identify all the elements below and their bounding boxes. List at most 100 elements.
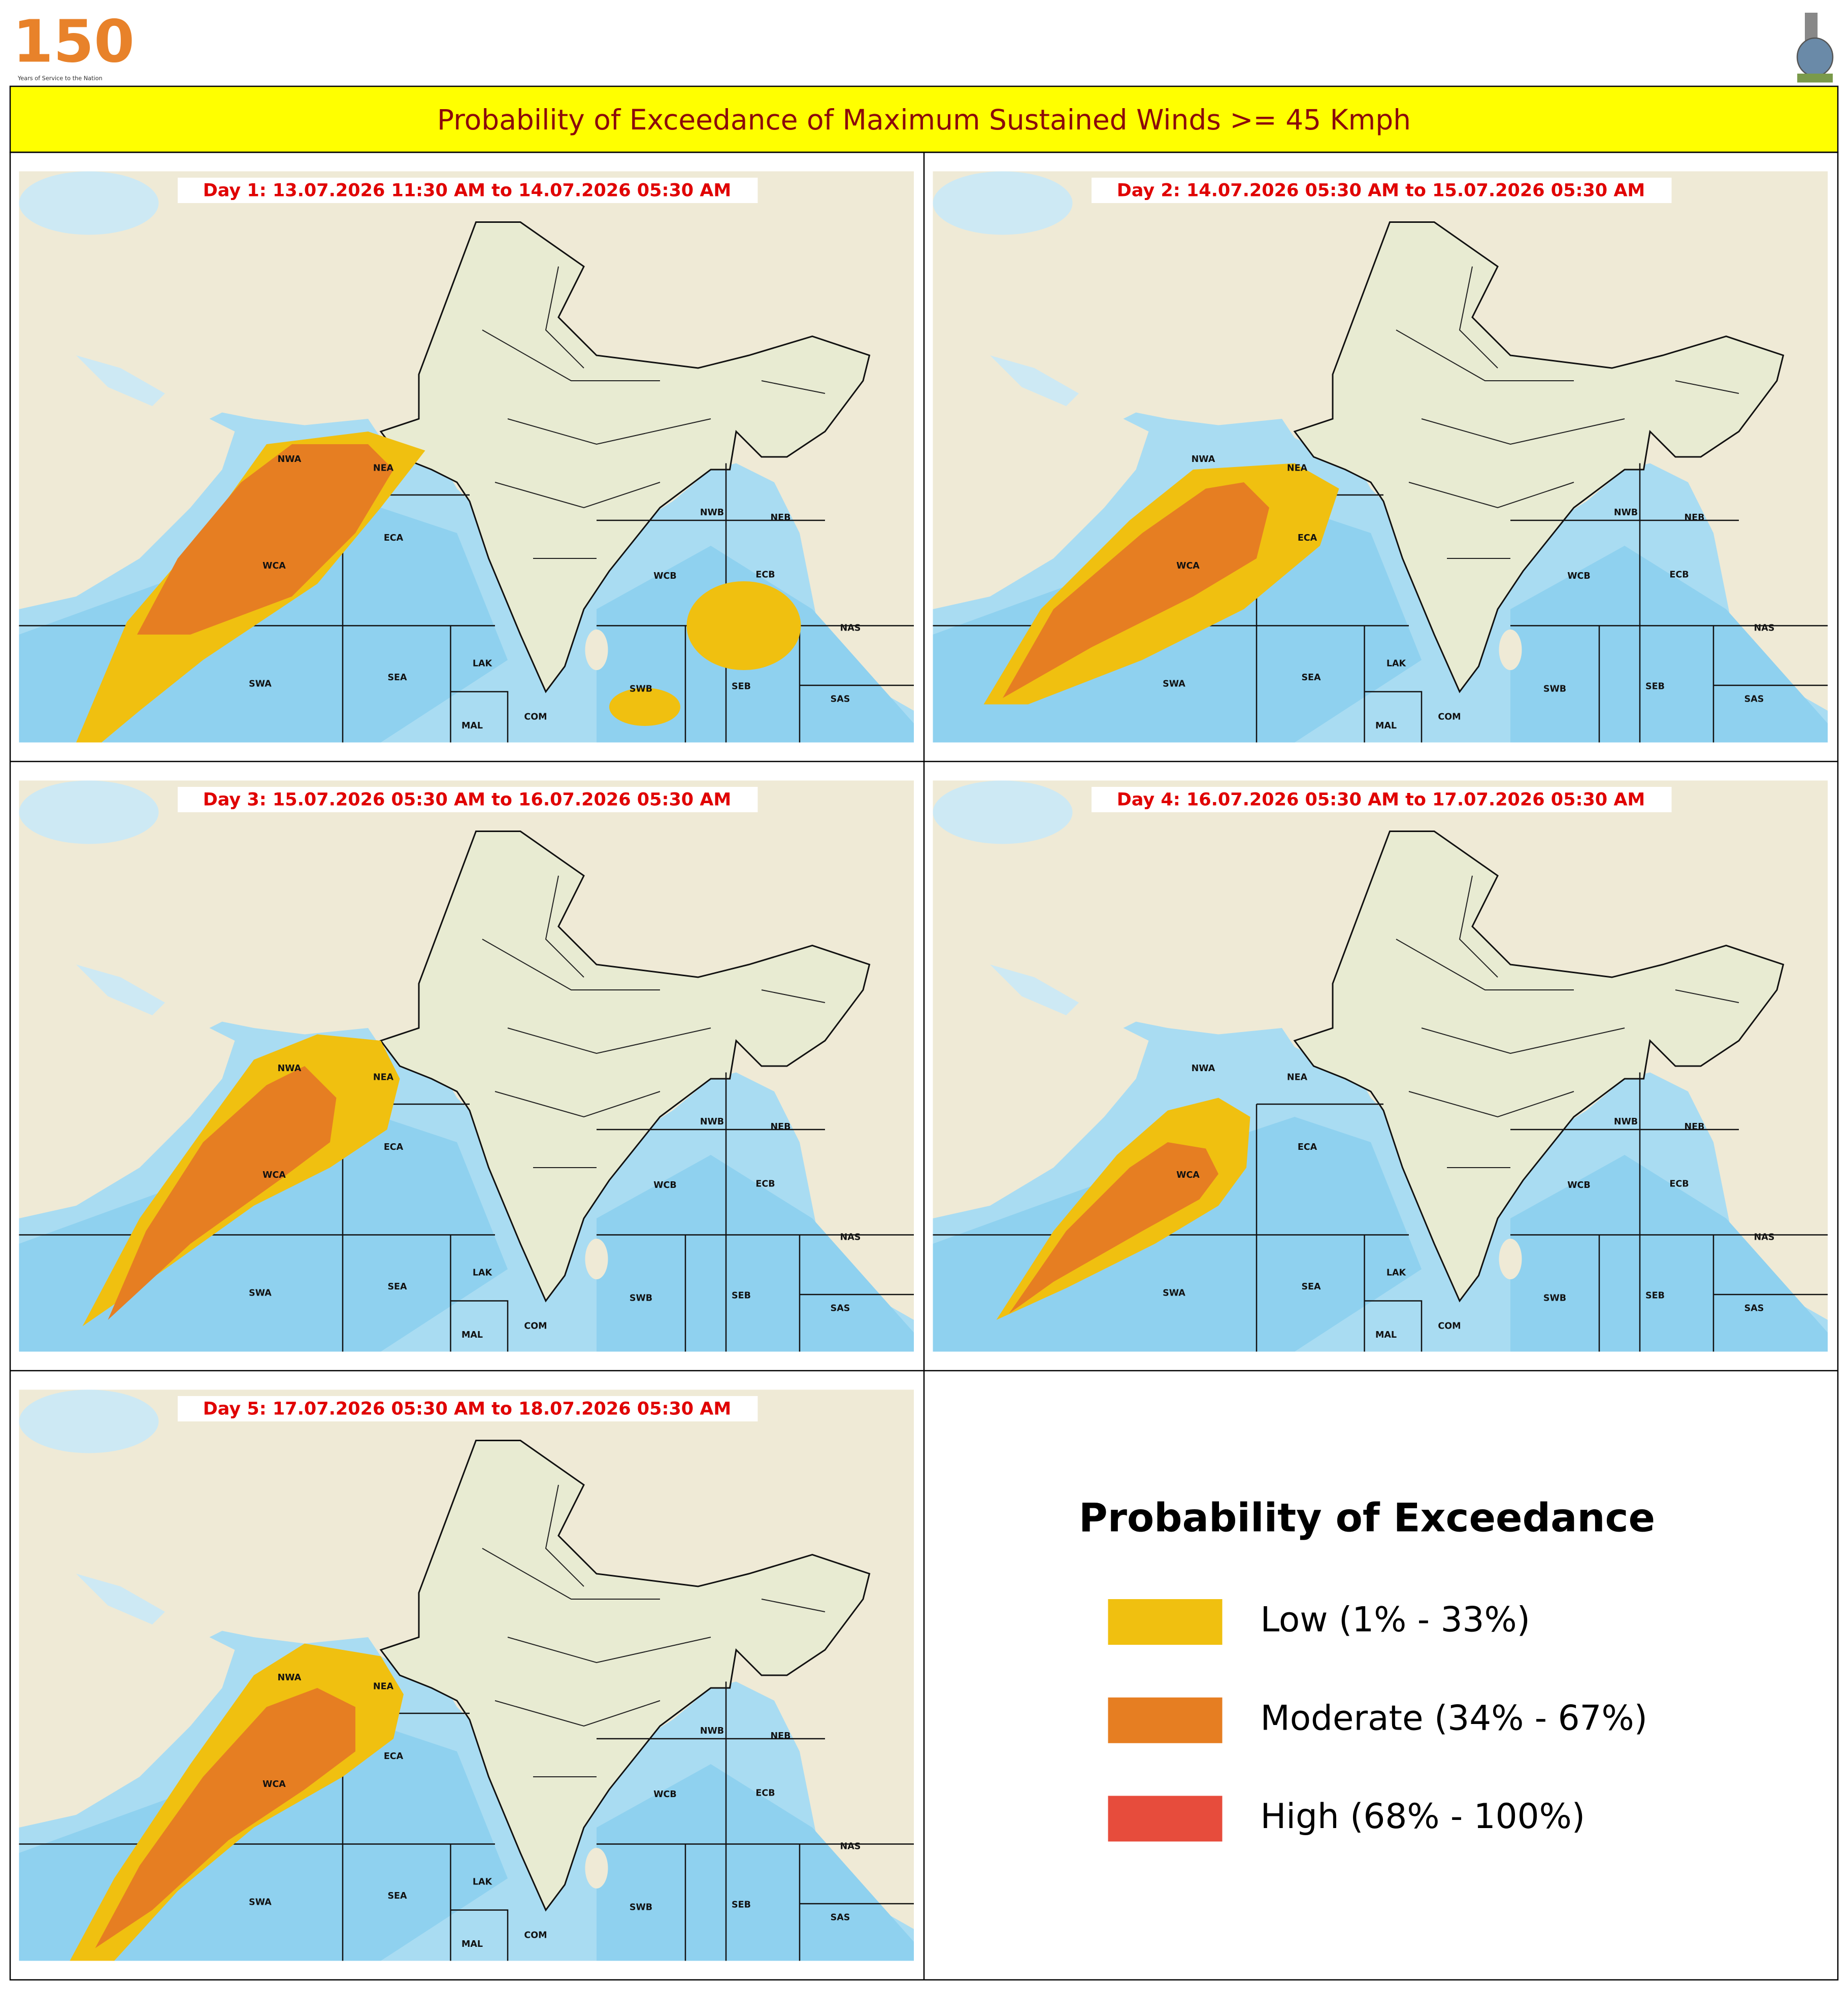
legend-title: Probability of Exceedance (1079, 1495, 1655, 1541)
low-area (609, 688, 680, 726)
region-label: SEB (732, 682, 751, 692)
region-label: WCB (1567, 1180, 1591, 1190)
day-label-box (178, 787, 758, 812)
region-label: SWA (249, 679, 272, 689)
region-label: MAL (1375, 1330, 1397, 1340)
moderate-area (108, 1066, 337, 1320)
region-label: LAK (473, 659, 493, 669)
moderate-area (1009, 1142, 1218, 1314)
day-label: Day 2: 14.07.2026 05:30 AM to 15.07.2026… (1117, 180, 1645, 201)
region-label: NEA (1287, 463, 1308, 474)
logo: 150 Years of Service to the Nation (13, 8, 135, 82)
day-label: Day 1: 13.07.2026 11:30 AM to 14.07.2026… (203, 180, 732, 201)
region-label: SEA (387, 673, 407, 683)
region-label: MAL (461, 1330, 483, 1340)
legend-swatch (1108, 1796, 1223, 1842)
region-label: NWA (278, 1064, 302, 1074)
legend-swatch (1108, 1599, 1223, 1645)
day-label: Day 5: 17.07.2026 05:30 AM to 18.07.2026… (203, 1399, 732, 1419)
region-label: COM (1438, 712, 1461, 722)
region-label: NAS (840, 623, 861, 634)
logo-tagline: Years of Service to the Nation (17, 75, 103, 82)
moderate-area (1003, 482, 1269, 698)
region-label: WCA (262, 561, 286, 571)
region-label: ECA (1298, 1142, 1317, 1152)
region-label: SWB (1543, 1294, 1566, 1304)
region-label: SWB (630, 684, 652, 694)
region-label: SWB (1543, 684, 1566, 694)
region-label: SWB (630, 1294, 652, 1304)
region-label: SAS (1744, 694, 1764, 705)
legend-label: Moderate (34% - 67%) (1261, 1698, 1647, 1738)
region-label: WCB (1567, 571, 1591, 581)
region-label: NWA (278, 454, 302, 465)
moderate-area (137, 444, 393, 635)
probability-areas (996, 1098, 1250, 1320)
region-label: MAL (461, 721, 483, 731)
logo-number: 150 (13, 8, 135, 76)
region-label: ECA (1298, 533, 1317, 543)
region-label: NEA (373, 1073, 394, 1083)
region-label: ECA (384, 1142, 404, 1152)
region-label: LAK (473, 1268, 493, 1278)
region-label: SWA (249, 1898, 272, 1908)
map-panel: NWA NEA ECA WCA SWA SEA LAK MAL COM NWB NEB WCB ECB N… (19, 1390, 914, 1961)
region-label: NEB (1685, 1122, 1705, 1132)
region-label: WCA (262, 1170, 286, 1180)
region-label: WCA (1176, 1170, 1200, 1180)
day-label: Day 4: 16.07.2026 05:30 AM to 17.07.2026… (1117, 789, 1645, 810)
region-label: SEA (387, 1282, 407, 1292)
legend-swatch (1108, 1697, 1223, 1743)
region-label: ECB (755, 1179, 775, 1189)
region-label: NAS (1754, 1233, 1775, 1243)
region-label: WCA (262, 1779, 286, 1789)
region-label: NEB (771, 513, 791, 523)
region-label: NWA (1192, 1064, 1215, 1074)
region-label: MAL (1375, 721, 1397, 731)
region-label: NWB (700, 1726, 724, 1736)
region-label: NWB (1614, 508, 1638, 518)
probability-areas (76, 432, 801, 743)
region-label: ECB (755, 570, 775, 580)
region-label: COM (1438, 1321, 1461, 1332)
region-label: SAS (1744, 1304, 1764, 1314)
region-label: SWA (1163, 679, 1185, 689)
day-label-box (178, 1396, 758, 1421)
legend: Probability of Exceedance Low (1% - 33%)… (1079, 1495, 1655, 1842)
region-label: SWA (249, 1288, 272, 1299)
region-label: WCB (653, 1180, 677, 1190)
day-label-box (178, 178, 758, 203)
region-label: MAL (461, 1939, 483, 1949)
region-label: ECB (1669, 570, 1689, 580)
title: Probability of Exceedance of Maximum Sus… (437, 104, 1411, 136)
region-label: WCB (653, 571, 677, 581)
legend-label: High (68% - 100%) (1261, 1796, 1586, 1836)
title-bar (9, 85, 1839, 153)
region-label: SEB (732, 1291, 751, 1301)
region-label: NAS (840, 1233, 861, 1243)
region-label: SAS (831, 1304, 850, 1314)
day-label: Day 3: 15.07.2026 05:30 AM to 16.07.2026… (203, 789, 732, 810)
region-label: NEA (373, 463, 394, 474)
region-label: SEA (387, 1891, 407, 1901)
region-label: WCA (1176, 561, 1200, 571)
region-label: NEA (1287, 1073, 1308, 1083)
region-label: NWB (1614, 1117, 1638, 1127)
region-label: SAS (831, 1913, 850, 1923)
region-label: NWB (700, 1117, 724, 1127)
region-label: ECA (384, 1751, 404, 1762)
region-label: NWB (700, 508, 724, 518)
emblem (1796, 13, 1834, 83)
region-label: LAK (1387, 1268, 1407, 1278)
map-panel: NWA NEA ECA WCA SWA SEA LAK MAL COM NWB NEB WCB ECB N… (933, 781, 1828, 1352)
region-label: NWA (278, 1673, 302, 1683)
panels: NWA NEA ECA WCA SWA SEA LAK MAL COM NWB NEB WCB ECB N… (19, 172, 1828, 1961)
region-label: WCB (653, 1789, 677, 1800)
day-label-box (1092, 787, 1672, 812)
region-label: COM (524, 1321, 547, 1332)
region-label: NEB (771, 1731, 791, 1741)
region-label: NWA (1192, 454, 1215, 465)
region-label: ECB (755, 1788, 775, 1799)
region-label: NEA (373, 1682, 394, 1692)
